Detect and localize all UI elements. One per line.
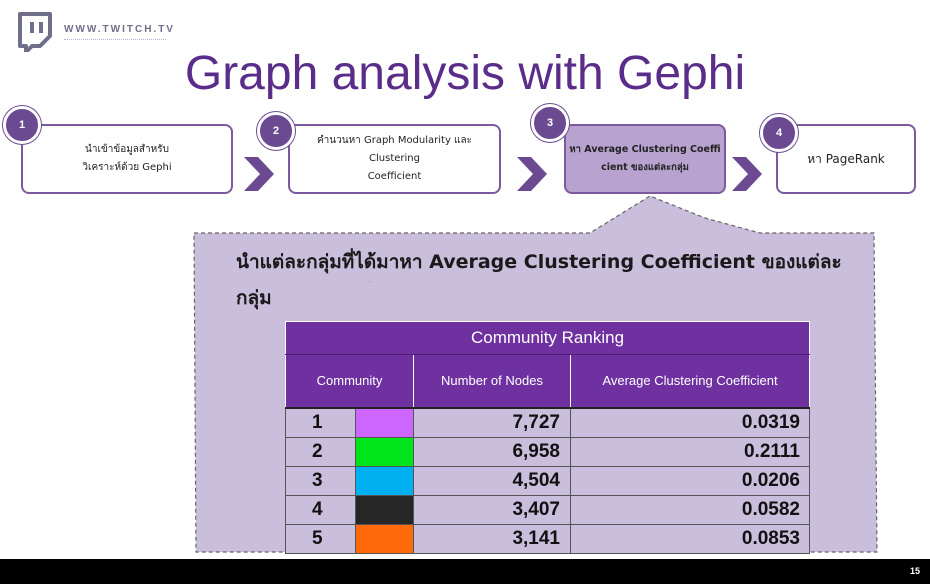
color-swatch: [355, 436, 414, 467]
node-count: 3,407: [413, 494, 571, 525]
step-2-number: 2: [257, 112, 295, 150]
step-3-line1: หา Average Clustering Coeffi: [569, 144, 721, 155]
step-4-number: 4: [760, 114, 798, 152]
step-1-line1: นำเข้าข้อมูลสำหรับ: [85, 144, 169, 155]
header-number-of-nodes: Number of Nodes: [413, 354, 571, 409]
node-count: 7,727: [413, 407, 571, 438]
chevron-right-icon: [517, 157, 547, 191]
avg-clustering-coefficient: 0.0853: [570, 523, 810, 554]
step-2-line1: คำนวนหา Graph Modularity และ Clustering: [316, 135, 473, 164]
table-row: 4 3,407 0.0582: [285, 494, 810, 525]
community-id: 1: [285, 407, 356, 438]
community-id: 3: [285, 465, 356, 496]
step-2-line2: Coefficient: [367, 171, 422, 182]
twitch-logo-icon: [18, 12, 52, 52]
node-count: 4,504: [413, 465, 571, 496]
community-ranking-table: Community Ranking Community Number of No…: [285, 321, 810, 554]
header-average-clustering-coefficient: Average Clustering Coefficient: [570, 354, 810, 409]
table-caption: Community Ranking: [285, 321, 810, 355]
avg-clustering-coefficient: 0.0582: [570, 494, 810, 525]
step-3-number: 3: [531, 104, 569, 142]
table-row: 2 6,958 0.2111: [285, 436, 810, 467]
color-swatch: [355, 523, 414, 554]
avg-clustering-coefficient: 0.0319: [570, 407, 810, 438]
divider: [64, 39, 166, 40]
color-swatch: [355, 465, 414, 496]
avg-clustering-coefficient: 0.2111: [570, 436, 810, 467]
table-row: 3 4,504 0.0206: [285, 465, 810, 496]
page-number: 15: [909, 566, 920, 576]
step-1-box: นำเข้าข้อมูลสำหรับ วิเคราะห์ด้วย Gephi: [21, 124, 233, 194]
callout-text: นำแต่ละกลุ่มที่ได้มาหา Average Clusterin…: [236, 251, 842, 309]
step-1-number: 1: [3, 106, 41, 144]
table-row: 1 7,727 0.0319: [285, 407, 810, 438]
step-2-box: คำนวนหา Graph Modularity และ Clustering …: [288, 124, 501, 194]
color-swatch: [355, 407, 414, 438]
step-4-line1: หา PageRank: [807, 152, 885, 166]
chevron-right-icon: [732, 157, 762, 191]
step-1-line2: วิเคราะห์ด้วย Gephi: [82, 162, 172, 173]
community-id: 4: [285, 494, 356, 525]
site-url: WWW.TWITCH.TV: [64, 24, 175, 35]
page-title: Graph analysis with Gephi: [184, 47, 746, 100]
step-3-box: หา Average Clustering Coeffi cient ของแต…: [564, 124, 726, 194]
node-count: 6,958: [413, 436, 571, 467]
step-4-box: หา PageRank: [776, 124, 916, 194]
table-row: 5 3,141 0.0853: [285, 523, 810, 554]
header-community: Community: [285, 354, 414, 409]
community-id: 5: [285, 523, 356, 554]
color-swatch: [355, 494, 414, 525]
chevron-right-icon: [244, 157, 274, 191]
footer-bar: 15: [0, 559, 930, 584]
stray-mark: ": [369, 280, 372, 289]
avg-clustering-coefficient: 0.0206: [570, 465, 810, 496]
step-3-line2: cient ของแต่ละกลุ่ม: [601, 162, 689, 173]
node-count: 3,141: [413, 523, 571, 554]
community-id: 2: [285, 436, 356, 467]
